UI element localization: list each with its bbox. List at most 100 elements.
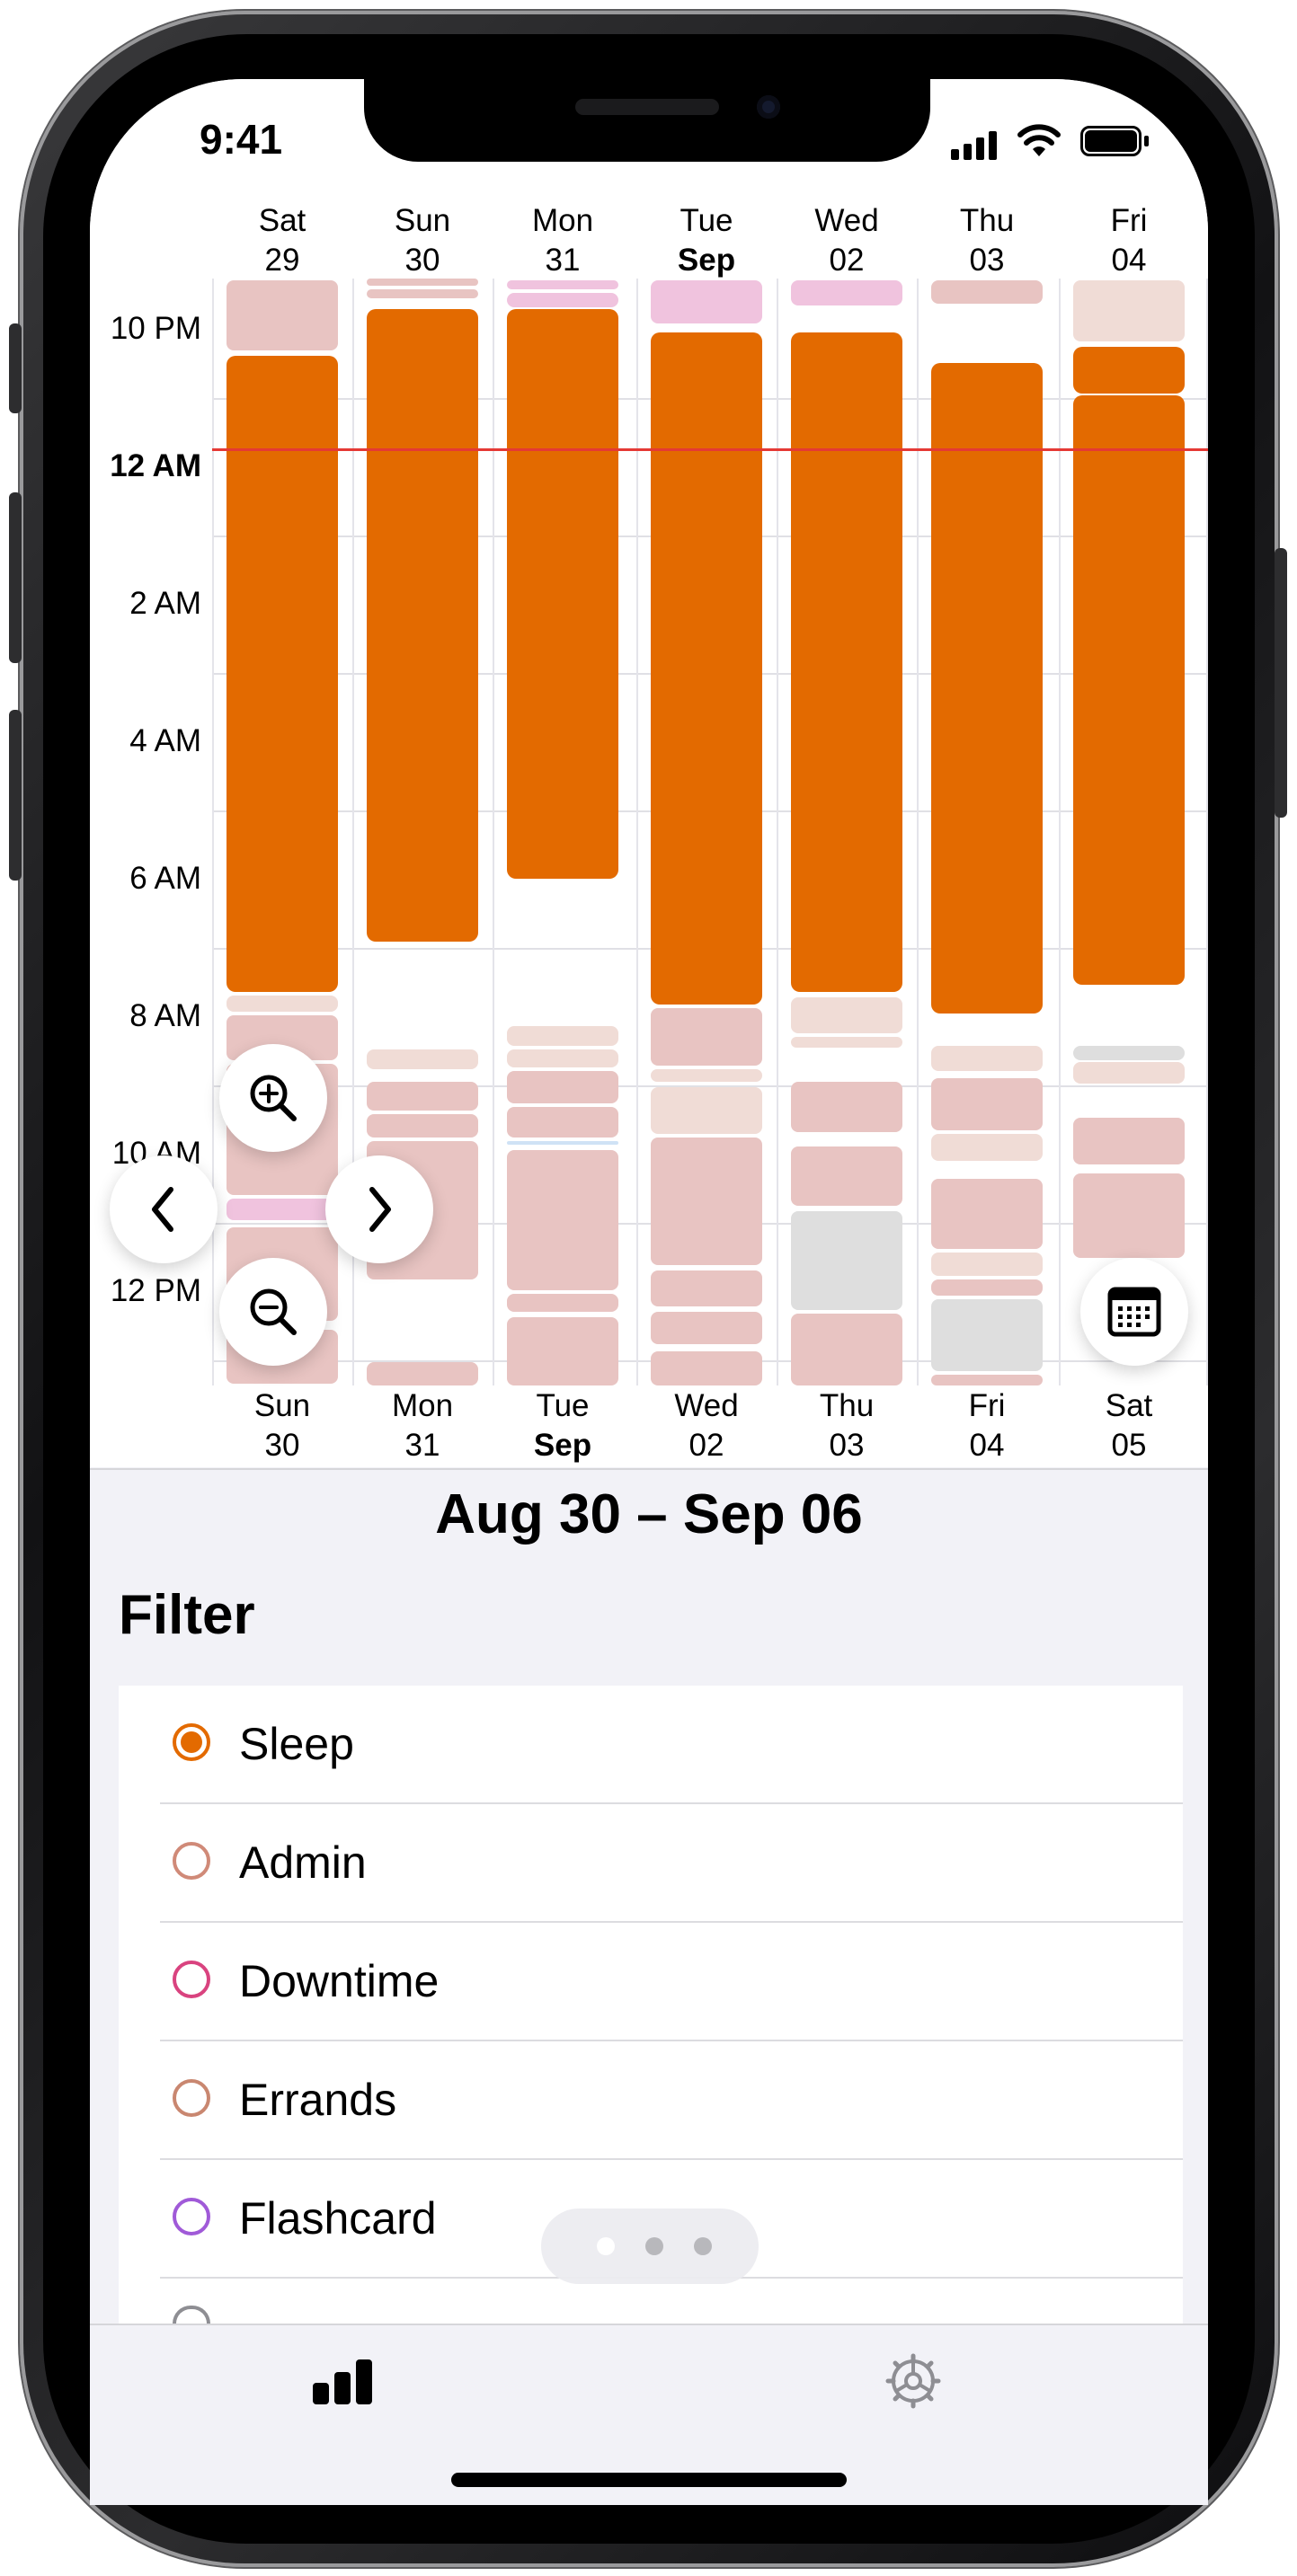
activity-block[interactable] [931, 1179, 1043, 1249]
calendar-picker-button[interactable] [1080, 1258, 1188, 1366]
filter-item[interactable]: Downtime [119, 1923, 1183, 2041]
activity-block[interactable] [931, 1253, 1043, 1276]
zoom-in-button[interactable] [219, 1044, 327, 1152]
activity-block[interactable] [791, 1211, 902, 1310]
activity-block[interactable] [507, 1071, 618, 1103]
radio-button[interactable] [173, 1723, 210, 1761]
activity-block[interactable] [651, 1351, 762, 1385]
hour-gridline [212, 1085, 1208, 1087]
activity-block[interactable] [651, 1312, 762, 1344]
page-indicator[interactable] [541, 2209, 759, 2284]
activity-block[interactable] [367, 1082, 478, 1111]
activity-block[interactable] [367, 1049, 478, 1069]
day-header: Wed 02 [779, 201, 914, 280]
day-date: 03 [829, 1428, 865, 1463]
column-divider [212, 279, 214, 1385]
activity-block[interactable] [791, 1082, 902, 1132]
activity-block[interactable] [507, 1294, 618, 1312]
activity-block[interactable] [791, 1146, 902, 1206]
radio-button[interactable] [173, 2198, 210, 2235]
activity-block[interactable] [1073, 1173, 1185, 1258]
day-date: 04 [1111, 243, 1147, 278]
activity-block[interactable] [507, 1141, 618, 1145]
previous-week-button[interactable] [110, 1155, 218, 1263]
column-divider [1206, 279, 1208, 1385]
activity-block[interactable] [507, 1049, 618, 1067]
day-name: Tue [536, 1388, 590, 1423]
activity-block[interactable] [931, 1078, 1043, 1130]
radio-button[interactable] [173, 2079, 210, 2117]
volume-down-button [9, 710, 22, 881]
radio-button[interactable] [173, 1842, 210, 1880]
activity-block[interactable] [651, 1087, 762, 1134]
sleep-block[interactable] [931, 363, 1043, 1014]
sleep-block[interactable] [507, 309, 618, 879]
activity-block[interactable] [507, 1026, 618, 1046]
filter-item-label: Flashcard [239, 2193, 437, 2244]
activity-block[interactable] [931, 1299, 1043, 1371]
date-range-title: Aug 30 – Sep 06 [435, 1483, 863, 1545]
next-week-button[interactable] [325, 1155, 433, 1263]
hour-label: 2 AM [129, 586, 201, 621]
activity-block[interactable] [651, 1008, 762, 1066]
day-name: Thu [819, 1388, 875, 1423]
filter-separator [160, 2040, 1183, 2041]
activity-block[interactable] [1073, 280, 1185, 341]
filter-separator [160, 2158, 1183, 2160]
day-date: 02 [829, 243, 865, 278]
activity-block[interactable] [651, 1270, 762, 1306]
activity-block[interactable] [651, 1138, 762, 1265]
sleep-block[interactable] [367, 309, 478, 942]
activity-block[interactable] [651, 1069, 762, 1082]
activity-block[interactable] [227, 1199, 338, 1220]
activity-block[interactable] [507, 293, 618, 307]
filter-item[interactable]: Admin [119, 1804, 1183, 1923]
activity-block[interactable] [931, 1279, 1043, 1296]
activity-block[interactable] [367, 1362, 478, 1385]
filter-item[interactable]: Errands [119, 2041, 1183, 2160]
activity-block[interactable] [507, 1317, 618, 1385]
sleep-block[interactable] [1073, 395, 1185, 985]
activity-block[interactable] [931, 1375, 1043, 1385]
day-date: 03 [969, 243, 1005, 278]
silent-switch [9, 323, 22, 413]
activity-block[interactable] [791, 280, 902, 305]
activity-block[interactable] [367, 289, 478, 298]
filter-item-label: Admin [239, 1837, 367, 1888]
activity-block[interactable] [791, 997, 902, 1033]
activity-block[interactable] [367, 1114, 478, 1138]
sleep-block[interactable] [651, 332, 762, 1005]
day-header: Wed 02 [639, 1386, 774, 1465]
day-date: Sep [533, 1428, 592, 1463]
activity-block[interactable] [507, 280, 618, 289]
day-date: 29 [264, 243, 300, 278]
activity-block[interactable] [931, 280, 1043, 304]
zoom-out-button[interactable] [219, 1258, 327, 1366]
activity-block[interactable] [367, 279, 478, 286]
tab-settings[interactable] [863, 2350, 962, 2440]
activity-block[interactable] [651, 280, 762, 323]
activity-block[interactable] [1073, 1118, 1185, 1164]
activity-block[interactable] [227, 996, 338, 1012]
activity-block[interactable] [1073, 1062, 1185, 1084]
page-dot [597, 2237, 615, 2255]
activity-block[interactable] [791, 1037, 902, 1048]
activity-block[interactable] [1073, 1046, 1185, 1060]
activity-block[interactable] [507, 1150, 618, 1290]
sleep-block[interactable] [791, 332, 902, 992]
activity-block[interactable] [227, 280, 338, 350]
radio-button[interactable] [173, 1961, 210, 1998]
day-header: Sun 30 [215, 1386, 350, 1465]
sleep-block[interactable] [1073, 347, 1185, 394]
filter-item[interactable]: Sleep [119, 1686, 1183, 1804]
activity-block[interactable] [931, 1046, 1043, 1071]
column-divider [352, 279, 354, 1385]
day-name: Sun [253, 1388, 311, 1423]
activity-block[interactable] [791, 1314, 902, 1385]
radio-selected-dot [181, 1731, 202, 1753]
tab-stats[interactable] [297, 2350, 395, 2440]
day-name: Tue [680, 203, 733, 238]
activity-block[interactable] [931, 1134, 1043, 1161]
sleep-block[interactable] [227, 356, 338, 992]
activity-block[interactable] [507, 1107, 618, 1138]
